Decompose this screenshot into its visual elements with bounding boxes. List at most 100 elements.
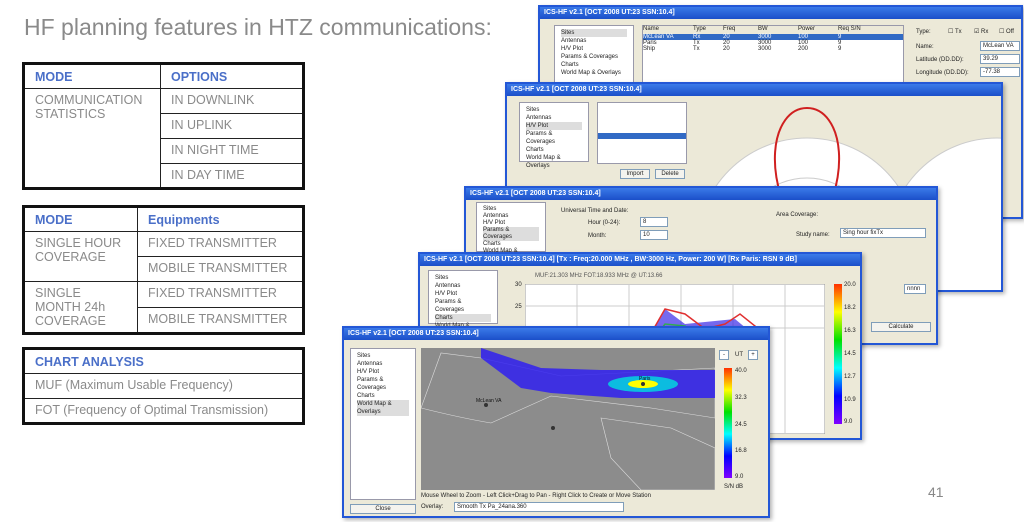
nav-tree: Sites Antennas H/V Plot Params & Coverages C… [428,270,498,337]
equipment-cell: FIXED TRANSMITTER [137,281,304,308]
longitude-input[interactable]: -77.38 [980,67,1020,77]
scale-unit: S/N dB [724,484,744,490]
latitude-input[interactable]: 39.29 [980,54,1020,64]
tree-item[interactable]: Params & Coverages [483,227,539,241]
site-cell: 3000 [758,34,772,40]
nav-tree: Sites Antennas H/V Plot Params & Coverages C… [554,25,634,85]
tree-item[interactable]: H/V Plot [357,369,380,375]
col[interactable]: Req S/N [838,26,861,32]
tree-item[interactable]: Antennas [435,283,461,289]
mode-cell: COMMUNICATION STATISTICS [23,88,161,189]
tree-item[interactable]: Sites [483,206,497,212]
tree-item[interactable]: World Map & Overlays [526,155,561,169]
tree-item[interactable]: Antennas [561,38,587,44]
scale-tick: 18.2 [844,305,856,311]
window-title: ICS-HF v2.1 [OCT 2008 UT:23 SSN:10.4] [344,328,768,340]
overlay-select[interactable]: Smooth Tx Pa_24ana.360 [454,502,624,512]
site-cell: 100 [798,34,809,40]
page-number: 41 [928,484,944,500]
tree-item[interactable]: Antennas [483,213,509,219]
tree-item[interactable]: Charts [483,241,501,247]
delete-button[interactable]: Delete [655,169,685,179]
y-tick: 25 [515,304,522,310]
site-cell: 9 [838,34,842,40]
tree-item[interactable]: Params & Coverages [561,54,619,60]
site-cell: Tx [693,40,700,46]
study-input[interactable]: Sing hour fixTx [840,228,926,238]
tree-item[interactable]: H/V Plot [526,122,582,130]
site-cell: Paris [643,40,657,46]
tree-item[interactable]: Antennas [526,115,552,121]
tree-item[interactable]: Antennas [357,361,383,367]
tree-item[interactable]: Charts [435,314,491,322]
option-cell: IN NIGHT TIME [160,138,304,164]
nav-tree: Sites Antennas H/V Plot Params & Coverages C… [476,202,546,261]
tree-item[interactable]: H/V Plot [561,46,584,52]
minute-input[interactable]: nnnn [904,284,926,294]
nav-tree: Sites Antennas H/V Plot Params & Coverages C… [519,102,589,169]
col[interactable]: BW [758,26,768,32]
name-input[interactable]: McLean VA [980,41,1020,51]
window-title: ICS-HF v2.1 [OCT 2008 UT:23 SSN:10.4] [507,84,1001,96]
tree-item[interactable]: Charts [526,147,544,153]
type-rx[interactable]: ☑ Rx [974,29,989,35]
scale-tick: 16.8 [735,448,747,454]
ut-plus-button[interactable]: + [748,350,758,360]
type-tx[interactable]: ☐ Tx [948,29,962,35]
scale-tick: 32.3 [735,395,747,401]
site-cell: 3000 [758,40,772,46]
nav-tree: Sites Antennas H/V Plot Params & Coverages C… [350,348,416,500]
world-map[interactable]: McLean VA Paris [421,348,715,490]
col[interactable]: Freq [723,26,736,32]
world-map-window: ICS-HF v2.1 [OCT 2008 UT:23 SSN:10.4] Si… [342,326,770,518]
site-row[interactable]: McLean VA Rx 20 3000 100 9 [643,34,903,40]
y-tick: 30 [515,282,522,288]
site-row[interactable]: Ship Tx 20 3000 200 9 [643,46,903,52]
col[interactable]: Power [798,26,816,32]
col-options: OPTIONS [160,63,304,89]
scale-tick: 16.3 [844,328,856,334]
tree-item[interactable]: Sites [561,29,627,37]
map-hint: Mouse Wheel to Zoom - Left Click+Drag to… [421,493,651,499]
off-label: Off [1006,29,1014,35]
scale-tick: 14.5 [844,351,856,357]
type-label: Type: [916,29,931,35]
tree-item[interactable]: Charts [561,62,579,68]
option-cell: IN DOWNLINK [160,88,304,114]
col[interactable]: Name [643,26,660,32]
site-cell: Ship [643,46,656,52]
tree-item[interactable]: Params & Coverages [357,377,387,391]
color-scale [834,284,842,424]
tree-item[interactable]: Sites [435,275,449,281]
tree-item[interactable]: Params & Coverages [526,131,556,145]
antenna-list[interactable] [597,102,687,164]
tree-item[interactable]: World Map & Overlays [357,400,409,416]
site-cell: 20 [723,46,730,52]
site-row[interactable]: Paris Tx 20 3000 100 9 [643,40,903,46]
equipment-cell: MOBILE TRANSMITTER [137,256,304,282]
close-button[interactable]: Close [350,504,416,514]
tree-item[interactable]: Sites [526,107,540,113]
tree-item[interactable]: Charts [357,393,375,399]
tree-item[interactable]: Params & Coverages [435,299,465,313]
col-equipments: Equipments [137,206,304,232]
equipment-cell: MOBILE TRANSMITTER [137,307,304,334]
tree-item[interactable]: H/V Plot [483,220,506,226]
col[interactable]: Type [693,26,707,32]
communication-table: MODE OPTIONS COMMUNICATION STATISTICS IN D… [22,62,305,190]
tree-item[interactable]: H/V Plot [435,291,458,297]
tree-item[interactable]: World Map & Overlays [561,70,621,76]
ut-minus-button[interactable]: - [719,350,729,360]
list-header: Name Type Freq BW Power Req S/N [643,26,903,34]
hour-input[interactable]: 8 [640,217,668,227]
chart-analysis-header: CHART ANALYSIS [23,348,304,374]
scale-tick: 12.7 [844,374,856,380]
month-label: Month: [588,233,607,239]
tree-item[interactable]: Sites [357,353,371,359]
study-label: Study name: [796,232,830,238]
month-input[interactable]: 10 [640,230,668,240]
calculate-button[interactable]: Calculate [871,322,931,332]
type-off[interactable]: ☐ Off [999,29,1014,35]
window-title: ICS-HF v2.1 [OCT 2008 UT:23 SSN:10.4] [466,188,936,200]
import-button[interactable]: Import [620,169,650,179]
